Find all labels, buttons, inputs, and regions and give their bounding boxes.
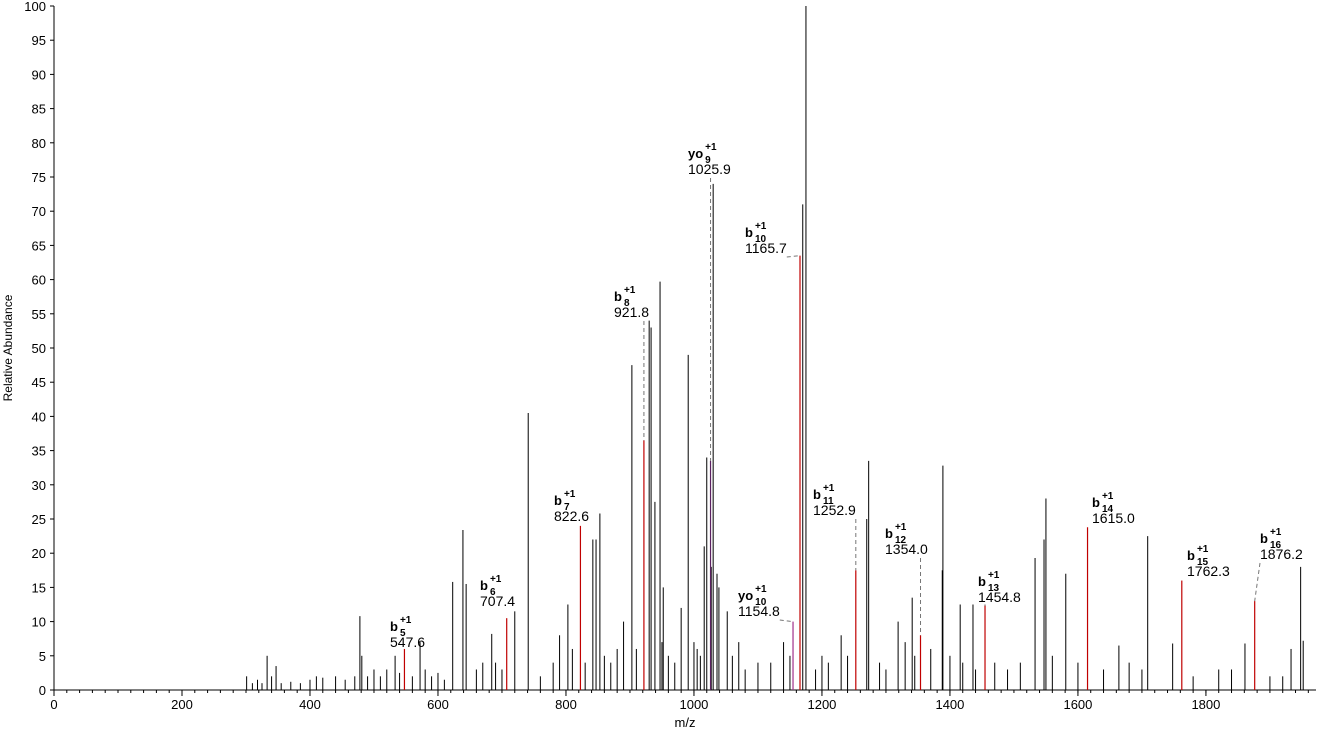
x-tick-label: 0 [50, 697, 57, 712]
y-tick-label: 30 [32, 478, 46, 493]
y-tick-label: 80 [32, 136, 46, 151]
mz-label: 1615.0 [1092, 510, 1135, 526]
y-tick-label: 0 [39, 683, 46, 698]
y-tick-label: 45 [32, 375, 46, 390]
ion-charge: +1 [823, 483, 835, 494]
ion-charge: +1 [755, 221, 767, 232]
ion-label: b [1187, 548, 1195, 563]
y-tick-label: 25 [32, 512, 46, 527]
ion-label: b [390, 619, 398, 634]
y-tick-label: 40 [32, 409, 46, 424]
leader-line [786, 255, 801, 258]
ion-index: 15 [1197, 557, 1209, 568]
ion-charge: +1 [755, 584, 767, 595]
mz-label: 1762.3 [1187, 563, 1230, 579]
mz-label: 707.4 [480, 593, 515, 609]
mz-label: 1154.8 [738, 603, 780, 619]
ion-index: 12 [895, 535, 907, 546]
ion-label: yo [688, 146, 703, 161]
y-tick-label: 15 [32, 580, 46, 595]
mz-label: 1252.9 [813, 502, 856, 518]
y-tick-label: 35 [32, 444, 46, 459]
ion-label: b [554, 493, 562, 508]
y-tick-label: 75 [32, 170, 46, 185]
ion-charge: +1 [1197, 544, 1209, 555]
ion-index: 14 [1102, 504, 1114, 515]
y-tick-label: 100 [24, 0, 46, 14]
ion-label: b [1260, 531, 1268, 546]
y-tick-label: 70 [32, 204, 46, 219]
ion-index: 11 [823, 496, 834, 507]
x-tick-label: 200 [171, 697, 193, 712]
ion-label: b [480, 578, 488, 593]
x-tick-label: 1400 [935, 697, 964, 712]
y-tick-label: 55 [32, 307, 46, 322]
mz-label: 547.6 [390, 634, 425, 650]
ion-label: b [745, 225, 753, 240]
ion-index: 7 [564, 502, 570, 513]
y-tick-label: 65 [32, 238, 46, 253]
ion-charge: +1 [400, 615, 412, 626]
ion-index: 16 [1270, 540, 1282, 551]
mz-label: 1354.0 [885, 541, 928, 557]
ion-label: yo [738, 588, 753, 603]
x-axis-label: m/z [675, 715, 696, 730]
y-axis-label: Relative Abundance [1, 294, 15, 401]
ion-index: 6 [490, 587, 496, 598]
y-tick-label: 50 [32, 341, 46, 356]
x-tick-label: 1200 [807, 697, 836, 712]
x-tick-label: 1600 [1063, 697, 1092, 712]
ion-index: 13 [988, 583, 1000, 594]
ion-label: b [614, 289, 622, 304]
ion-charge: +1 [1270, 527, 1282, 538]
ion-index: 8 [624, 298, 630, 309]
x-tick-label: 400 [299, 697, 321, 712]
leader-line [1254, 562, 1261, 602]
ion-charge: +1 [705, 142, 717, 153]
ion-label: b [1092, 495, 1100, 510]
x-tick-label: 600 [427, 697, 449, 712]
y-tick-label: 20 [32, 546, 46, 561]
ion-index: 10 [755, 234, 767, 245]
mz-label: 822.6 [554, 508, 589, 524]
ion-label: b [978, 574, 986, 589]
y-tick-label: 10 [32, 615, 46, 630]
ion-label: b [813, 487, 821, 502]
y-tick-label: 60 [32, 273, 46, 288]
x-tick-label: 800 [555, 697, 577, 712]
y-tick-label: 95 [32, 33, 46, 48]
mz-label: 1454.8 [978, 589, 1021, 605]
mz-label: 1876.2 [1260, 546, 1303, 562]
ion-charge: +1 [490, 574, 502, 585]
x-tick-label: 1000 [679, 697, 708, 712]
ion-index: 9 [705, 155, 711, 166]
mz-label: 1025.9 [688, 161, 731, 177]
mz-label: 1165.7 [745, 240, 787, 256]
ion-charge: +1 [1102, 491, 1114, 502]
y-tick-label: 85 [32, 102, 46, 117]
ion-charge: +1 [624, 285, 636, 296]
leader-line [779, 619, 794, 623]
ion-charge: +1 [895, 522, 907, 533]
ion-index: 10 [755, 597, 767, 608]
y-tick-label: 5 [39, 649, 46, 664]
ion-label: b [885, 526, 893, 541]
ion-charge: +1 [564, 489, 576, 500]
y-tick-label: 90 [32, 67, 46, 82]
ion-index: 5 [400, 628, 406, 639]
ion-charge: +1 [988, 570, 1000, 581]
x-tick-label: 1800 [1191, 697, 1220, 712]
mz-label: 921.8 [614, 304, 649, 320]
